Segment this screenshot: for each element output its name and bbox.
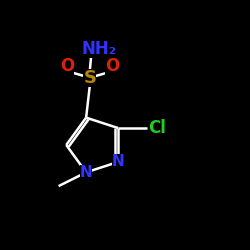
Text: O: O	[60, 57, 74, 75]
Text: Cl: Cl	[148, 119, 166, 137]
Text: S: S	[83, 69, 96, 87]
Text: N: N	[112, 154, 125, 170]
Text: NH₂: NH₂	[81, 40, 116, 58]
Text: O: O	[105, 57, 120, 75]
Text: N: N	[80, 165, 92, 180]
